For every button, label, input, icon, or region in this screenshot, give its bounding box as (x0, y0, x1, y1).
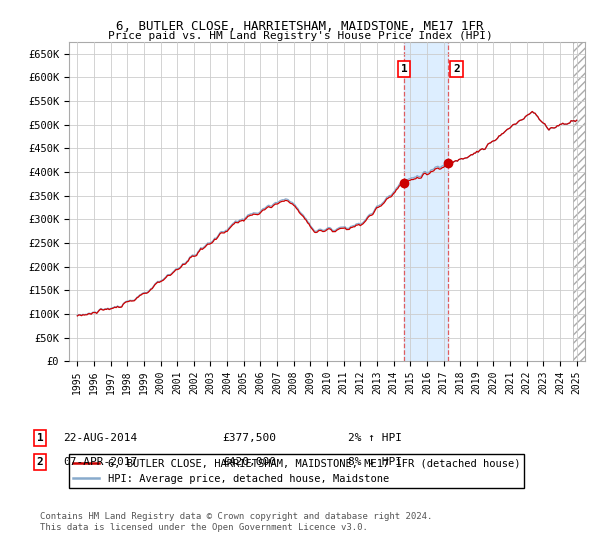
Text: 22-AUG-2014: 22-AUG-2014 (63, 433, 137, 443)
Text: £420,000: £420,000 (222, 457, 276, 467)
Text: Price paid vs. HM Land Registry's House Price Index (HPI): Price paid vs. HM Land Registry's House … (107, 31, 493, 41)
Text: 6, BUTLER CLOSE, HARRIETSHAM, MAIDSTONE, ME17 1FR: 6, BUTLER CLOSE, HARRIETSHAM, MAIDSTONE,… (116, 20, 484, 32)
Legend: 6, BUTLER CLOSE, HARRIETSHAM, MAIDSTONE, ME17 1FR (detached house), HPI: Average: 6, BUTLER CLOSE, HARRIETSHAM, MAIDSTONE,… (69, 454, 524, 488)
Text: 07-APR-2017: 07-APR-2017 (63, 457, 137, 467)
Text: £377,500: £377,500 (222, 433, 276, 443)
Text: 2: 2 (453, 64, 460, 74)
Bar (404, 42, 448, 361)
Text: 1: 1 (401, 64, 407, 74)
Text: 2: 2 (37, 457, 44, 467)
Text: 8% ↓ HPI: 8% ↓ HPI (348, 457, 402, 467)
Text: Contains HM Land Registry data © Crown copyright and database right 2024.
This d: Contains HM Land Registry data © Crown c… (40, 512, 433, 532)
Text: 1: 1 (37, 433, 44, 443)
Text: 2% ↑ HPI: 2% ↑ HPI (348, 433, 402, 443)
